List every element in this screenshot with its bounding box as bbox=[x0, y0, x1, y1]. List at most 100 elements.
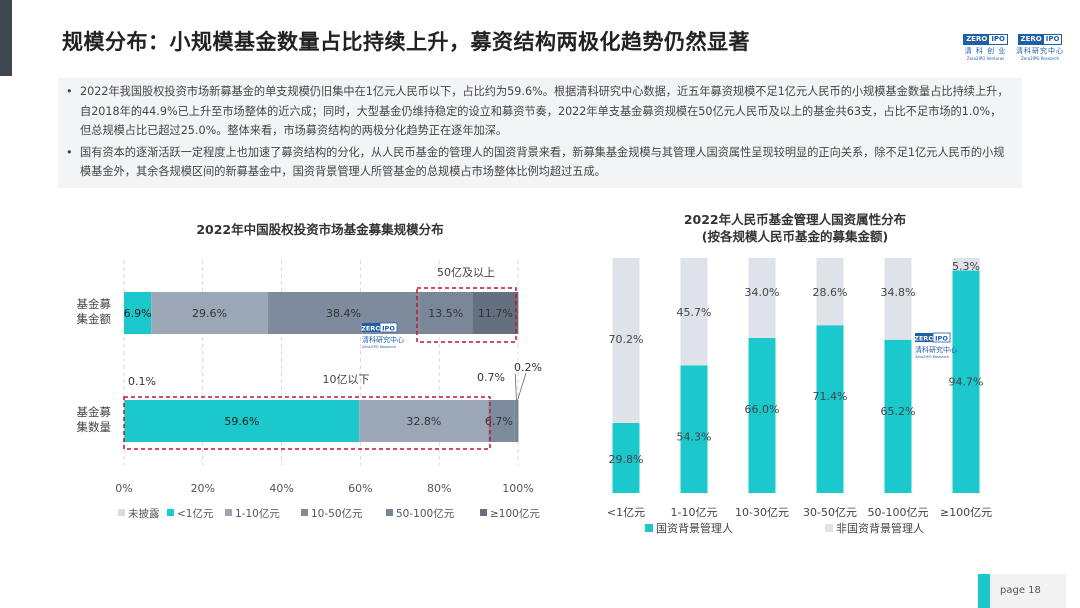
data-label: 70.2% bbox=[609, 333, 644, 346]
data-label: 5.3% bbox=[952, 260, 980, 273]
x-category-label: 30-50亿元 bbox=[803, 506, 857, 519]
fund-size-distribution-chart: 6.9% 29.6% 38.4% 13.5% 11.7% 0.1% 59.6% 32.8% 6.… bbox=[77, 260, 542, 520]
bar-segment bbox=[680, 365, 708, 493]
x-tick-label: 100% bbox=[502, 482, 533, 495]
bar-segment bbox=[419, 292, 473, 334]
x-category-label: 1-10亿元 bbox=[671, 506, 718, 519]
data-label: 45.7% bbox=[677, 306, 712, 319]
data-label: 34.0% bbox=[745, 286, 780, 299]
title-accent-bar bbox=[0, 0, 12, 76]
legend-swatch bbox=[386, 509, 393, 516]
x-tick-label: 20% bbox=[191, 482, 215, 495]
svg-text:IPO: IPO bbox=[382, 325, 395, 333]
bar-segment bbox=[472, 292, 519, 334]
legend-label: ≥100亿元 bbox=[490, 507, 540, 520]
bar-segment bbox=[612, 258, 640, 423]
svg-text:IPO: IPO bbox=[935, 335, 948, 343]
data-label: 29.8% bbox=[609, 453, 644, 466]
bar-segment bbox=[514, 400, 518, 442]
legend-swatch bbox=[301, 509, 308, 516]
bar-segment bbox=[884, 339, 912, 493]
x-tick-label: 40% bbox=[269, 482, 293, 495]
y-category-label: 基金募 bbox=[77, 405, 112, 419]
page-footer bbox=[978, 574, 1066, 608]
legend-swatch bbox=[825, 524, 833, 532]
data-label: 94.7% bbox=[949, 375, 984, 388]
bullet-text: 2022年我国股权投资市场新募基金的单支规模仍旧集中在1亿元人民币以下，占比约为… bbox=[80, 85, 1009, 137]
data-label: 66.0% bbox=[745, 403, 780, 416]
bar-segment bbox=[151, 292, 268, 334]
data-label: 65.2% bbox=[881, 405, 916, 418]
summary-bullets: • 2022年我国股权投资市场新募基金的单支规模仍旧集中在1亿元人民币以下，占比约… bbox=[58, 78, 1022, 188]
y-category-label: 集数量 bbox=[77, 420, 112, 434]
bar-segment bbox=[488, 400, 515, 442]
x-category-label: ≥100亿元 bbox=[940, 506, 992, 519]
leader-line bbox=[517, 372, 527, 401]
header bbox=[0, 0, 1080, 72]
bar-segment bbox=[359, 400, 489, 442]
y-category-label: 基金募 bbox=[77, 297, 112, 311]
zero2ipo-ventures-logo: ZERO IPO 清 科 创 业 Zero2IPO Ventures bbox=[963, 34, 1008, 61]
legend-swatch bbox=[480, 509, 487, 516]
data-label: 29.6% bbox=[192, 307, 227, 320]
x-category-label: <1亿元 bbox=[607, 506, 645, 519]
page-number: page 18 bbox=[1000, 585, 1041, 596]
state-owned-manager-chart: 29.8% 70.2% 54.3% 45.7% 66.0% 34.0% 71.4% 28.6%… bbox=[607, 258, 992, 535]
data-label: 28.6% bbox=[813, 286, 848, 299]
bar-segment bbox=[612, 422, 640, 493]
watermark-logo: ZERO IPO 清科研究中心 Zero2IPO Research bbox=[361, 322, 404, 349]
svg-text:Zero2IPO Research: Zero2IPO Research bbox=[915, 355, 949, 359]
legend-label: 非国资背景管理人 bbox=[836, 521, 924, 535]
data-label: 0.1% bbox=[128, 375, 156, 388]
legend-label: 国资背景管理人 bbox=[656, 521, 733, 535]
data-label: 54.3% bbox=[677, 430, 712, 443]
svg-text:清科研究中心: 清科研究中心 bbox=[362, 335, 404, 344]
logo-group: ZERO IPO 清 科 创 业 Zero2IPO Ventures ZERO IP… bbox=[963, 34, 1064, 61]
data-label: 0.7% bbox=[477, 371, 505, 384]
legend-swatch bbox=[225, 509, 232, 516]
legend-label: 10-50亿元 bbox=[311, 507, 363, 520]
x-tick-label: 0% bbox=[115, 482, 132, 495]
bullet-item: • 国有资本的逐渐活跃一定程度上也加速了募资结构的分化，从人民币基金的管理人的国资… bbox=[66, 143, 1010, 182]
right-chart-subtitle: (按各规模人民币基金的募集金额) bbox=[701, 229, 889, 244]
page-footer-accent bbox=[978, 574, 990, 608]
annotation-box-50yi-plus bbox=[416, 287, 517, 343]
x-category-label: 10-30亿元 bbox=[735, 506, 789, 519]
page-title: 规模分布：小规模基金数量占比持续上升，募资结构两极化趋势仍然显著 bbox=[62, 30, 750, 54]
data-label: 11.7% bbox=[478, 307, 513, 320]
bar-segment bbox=[517, 400, 519, 442]
legend-label: 50-100亿元 bbox=[396, 507, 455, 520]
data-label: 38.4% bbox=[326, 307, 361, 320]
legend-label: 1-10亿元 bbox=[235, 507, 280, 520]
annotation-label-10yi-below: 10亿以下 bbox=[323, 373, 370, 386]
data-label: 6.9% bbox=[124, 307, 152, 320]
annotation-box-10yi-below bbox=[123, 396, 491, 450]
bar-segment bbox=[124, 400, 360, 442]
bar-segment bbox=[952, 270, 980, 493]
bar-segment bbox=[816, 258, 844, 326]
bullet-item: • 2022年我国股权投资市场新募基金的单支规模仍旧集中在1亿元人民币以下，占比约… bbox=[66, 82, 1010, 141]
x-category-label: 50-100亿元 bbox=[868, 506, 929, 519]
annotation-label-50yi-plus: 50亿及以上 bbox=[437, 266, 495, 279]
bar-segment bbox=[748, 337, 776, 493]
x-tick-label: 80% bbox=[427, 482, 451, 495]
bar-segment bbox=[884, 258, 912, 340]
bar-segment bbox=[748, 258, 776, 338]
zero2ipo-research-logo: ZERO IPO 清科研究中心 Zero2IPO Research bbox=[1016, 34, 1064, 61]
leader-line bbox=[514, 373, 517, 401]
legend-swatch bbox=[118, 509, 125, 516]
bar-segment bbox=[680, 258, 708, 366]
legend-swatch bbox=[167, 509, 174, 516]
legend-label: 未披露 bbox=[128, 507, 160, 520]
data-label: 0.2% bbox=[514, 361, 542, 374]
left-chart-title: 2022年中国股权投资市场基金募集规模分布 bbox=[196, 222, 444, 237]
y-category-label: 集金额 bbox=[77, 312, 112, 326]
legend-label: <1亿元 bbox=[177, 507, 214, 520]
data-label: 13.5% bbox=[428, 307, 463, 320]
data-label: 34.8% bbox=[881, 286, 916, 299]
svg-text:ZERO: ZERO bbox=[361, 325, 381, 333]
watermark-logo: ZERO IPO 清科研究中心 Zero2IPO Research bbox=[914, 332, 957, 359]
svg-text:Zero2IPO Research: Zero2IPO Research bbox=[362, 345, 396, 349]
bar-segment bbox=[952, 258, 980, 271]
data-label: 71.4% bbox=[813, 390, 848, 403]
